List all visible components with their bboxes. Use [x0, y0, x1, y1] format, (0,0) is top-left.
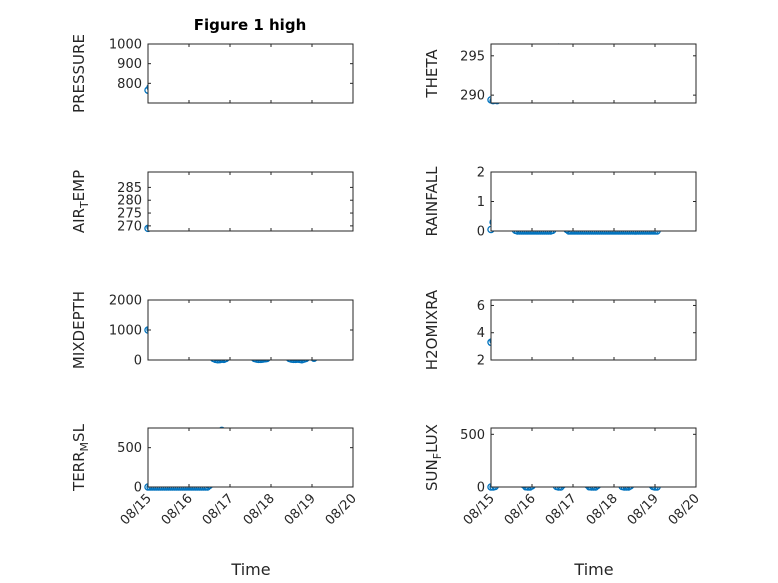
y-axis-label: AIRTEMP: [70, 170, 91, 233]
y-axis-label-part: H2OMIXRA: [423, 289, 441, 370]
y-axis-label: TERRMSL: [70, 423, 91, 492]
x-tick-label: 08/16: [159, 491, 196, 528]
subplot-1: 800 900 1000 PRESSURE: [70, 34, 354, 113]
subplot-5: 0 1000 2000 MIXDEPTH: [70, 291, 354, 369]
x-tick-label: 08/18: [584, 491, 621, 528]
y-axis-label-part: AIR: [70, 208, 88, 233]
y-tick-label: 6: [477, 299, 485, 314]
y-axis-label: SUNFLUX: [423, 424, 444, 491]
axes-box: [490, 171, 697, 232]
y-axis-label-part: TERR: [70, 451, 88, 492]
axes-box: [147, 171, 354, 232]
y-axis-label: PRESSURE: [70, 34, 88, 113]
y-axis-label: H2OMIXRA: [423, 289, 441, 370]
y-axis-label-part: SL: [70, 423, 88, 442]
y-tick-label: 270: [117, 219, 142, 234]
y-tick-label: 2000: [109, 294, 142, 309]
y-tick-label: 1: [477, 195, 485, 210]
y-tick-label: 4: [477, 326, 485, 341]
x-tick-label: 08/18: [241, 491, 278, 528]
y-axis-label-part: SUN: [423, 459, 441, 491]
y-tick-label: 0: [134, 481, 142, 496]
y-axis-label-part: PRESSURE: [70, 34, 88, 113]
y-tick-label: 295: [460, 49, 485, 64]
axes-box: [147, 427, 354, 488]
axes-box: [147, 43, 354, 104]
y-axis-label-subscript: F: [431, 453, 444, 459]
y-axis-label: THETA: [423, 49, 441, 99]
x-axis-label-left: Time: [230, 560, 270, 579]
y-tick-label: 0: [477, 225, 485, 240]
subplot-2: 290 295 THETA: [423, 43, 697, 105]
y-tick-label: 800: [117, 77, 142, 92]
y-tick-label: 500: [117, 441, 142, 456]
x-tick-label: 08/20: [666, 491, 703, 528]
y-axis-label-part: RAINFALL: [423, 166, 441, 237]
y-tick-label: 280: [117, 194, 142, 209]
axes-box: [147, 299, 354, 361]
x-tick-label: 08/19: [625, 491, 662, 528]
x-tick-label: 08/16: [502, 491, 539, 528]
subplot-7: 08/15 08/16 08/17 08/18 08/19 08/20 0 500 TERRMS…: [70, 423, 360, 528]
y-tick-label: 290: [460, 89, 485, 104]
y-axis-label-part: LUX: [423, 424, 441, 453]
y-tick-label: 500: [460, 428, 485, 443]
axes-box: [490, 427, 697, 488]
x-axis-label-right: Time: [573, 560, 613, 579]
y-tick-label: 2: [477, 166, 485, 181]
y-axis-label-part: MIXDEPTH: [70, 291, 88, 369]
x-tick-label: 08/19: [282, 491, 319, 528]
y-tick-label: 1000: [109, 324, 142, 339]
x-tick-label: 08/15: [461, 491, 498, 528]
y-tick-label: 1000: [109, 38, 142, 53]
y-tick-label: 900: [117, 57, 142, 72]
y-axis-label: MIXDEPTH: [70, 291, 88, 369]
y-tick-label: 285: [117, 181, 142, 196]
y-axis-label: RAINFALL: [423, 166, 441, 237]
y-tick-label: 0: [134, 354, 142, 369]
subplot-4: 0 1 2 RAINFALL: [423, 166, 697, 240]
subplot-6: 2 4 6 H2OMIXRA: [423, 289, 697, 370]
figure-title: Figure 1 high: [194, 16, 307, 34]
x-tick-label: 08/17: [543, 491, 580, 528]
subplot-8: 08/15 08/16 08/17 08/18 08/19 08/20 0 500 SUNFLU…: [423, 424, 703, 528]
axes-box: [490, 299, 697, 361]
y-tick-label: 0: [477, 481, 485, 496]
axes-box: [490, 43, 697, 104]
y-axis-label-part: EMP: [70, 170, 88, 201]
x-tick-label: 08/15: [118, 491, 155, 528]
y-tick-label: 275: [117, 207, 142, 222]
x-tick-label: 08/20: [323, 491, 360, 528]
y-tick-label: 2: [477, 354, 485, 369]
y-axis-label-subscript: T: [78, 201, 91, 209]
y-axis-label-subscript: M: [78, 442, 91, 452]
x-tick-label: 08/17: [200, 491, 237, 528]
y-axis-label-part: THETA: [423, 49, 441, 99]
